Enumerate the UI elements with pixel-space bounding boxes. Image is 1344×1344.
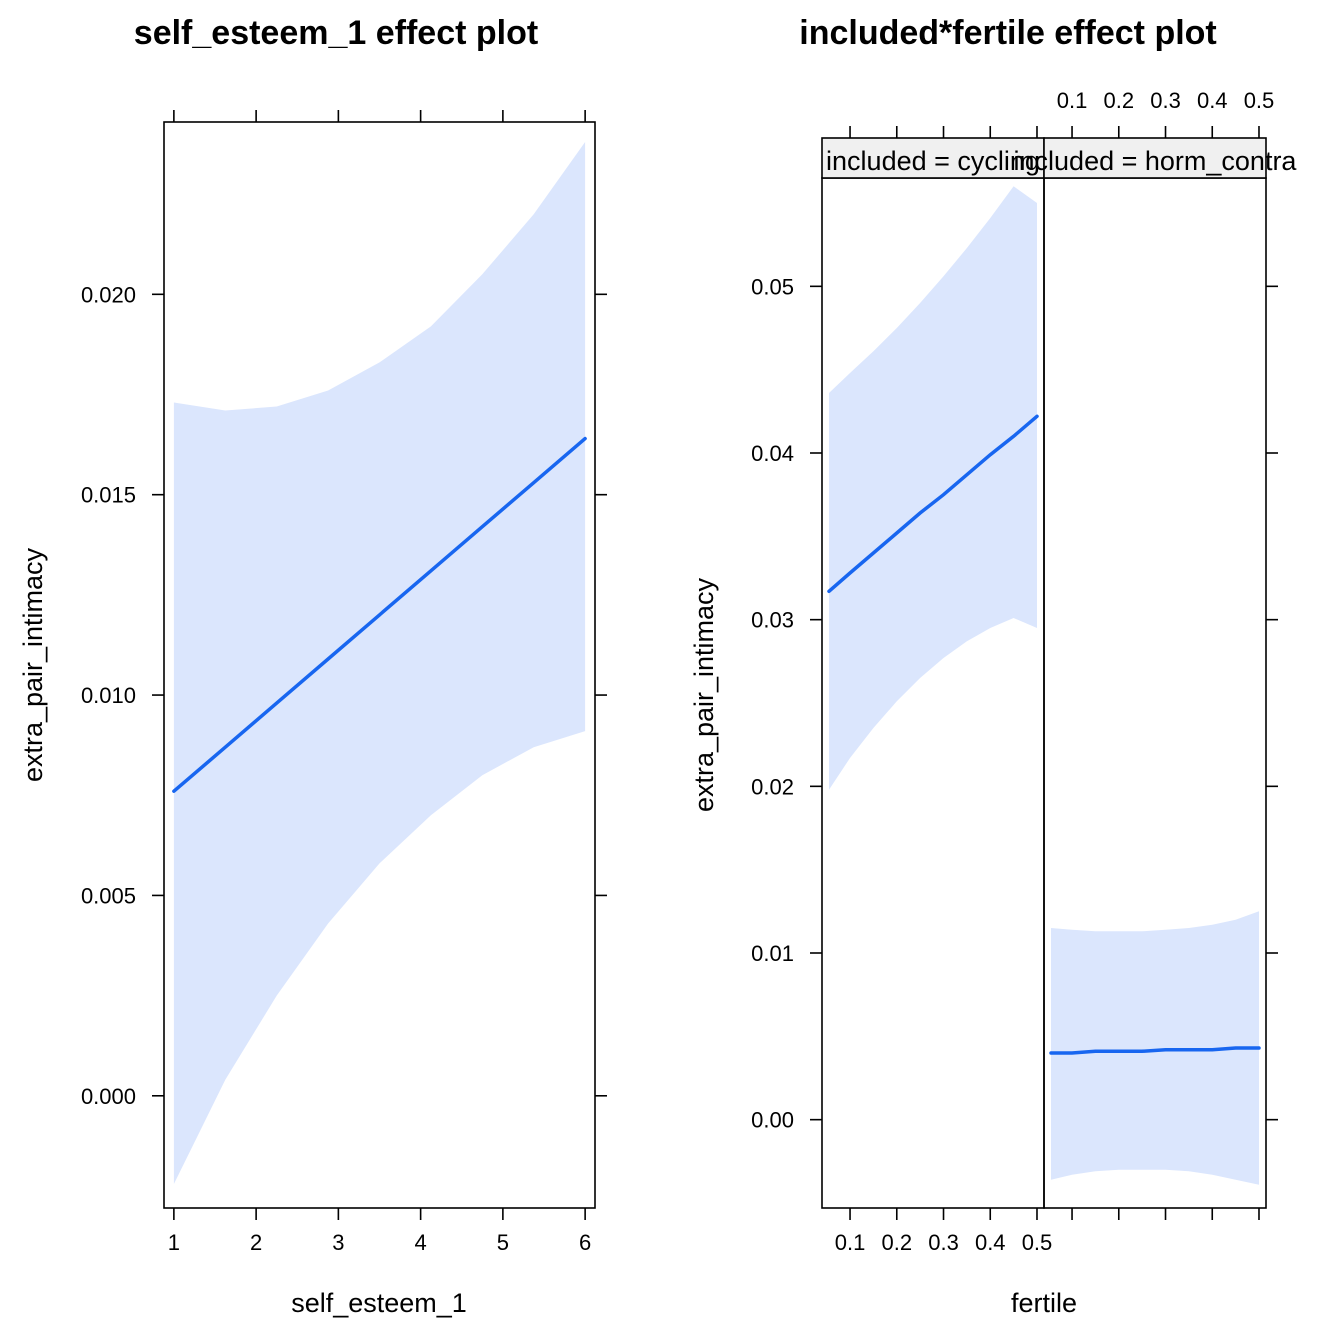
y-tick-label: 0.000 (81, 1084, 136, 1109)
chart-title: self_esteem_1 effect plot (134, 14, 538, 52)
x-tick-label-top: 0.3 (1150, 88, 1181, 113)
x-tick-label: 4 (415, 1230, 427, 1255)
x-axis-label: fertile (1011, 1288, 1077, 1318)
x-tick-label: 3 (332, 1230, 344, 1255)
strip-label: included = horm_contra (1014, 146, 1298, 176)
x-axis-label: self_esteem_1 (291, 1288, 467, 1318)
x-tick-label-top: 0.2 (1103, 88, 1134, 113)
x-tick-label: 2 (250, 1230, 262, 1255)
x-tick-label: 0.2 (881, 1230, 912, 1255)
y-axis-ticks: 0.000 0.005 0.010 0.015 0.020 (81, 282, 607, 1109)
y-tick-label: 0.010 (81, 683, 136, 708)
x-tick-label: 1 (168, 1230, 180, 1255)
strip (1043, 137, 1267, 179)
x-tick-label: 0.5 (1022, 1230, 1053, 1255)
plot-frame (163, 121, 596, 1209)
confidence-band (173, 142, 586, 1184)
y-tick-label: 0.02 (751, 774, 794, 799)
y-tick-label: 0.015 (81, 483, 136, 508)
included-fertile-effect-plot: included*fertile effect plot included = … (689, 14, 1297, 1318)
x-tick-label-top: 0.5 (1244, 88, 1275, 113)
y-tick-label: 0.03 (751, 608, 794, 633)
strip (821, 137, 1045, 179)
x-tick-label: 0.4 (975, 1230, 1006, 1255)
panel-1: included = cycling (821, 137, 1045, 1209)
confidence-band (829, 186, 1037, 790)
axis-ticks: 0.1 0.2 0.3 0.4 0.5 0.1 0.2 0.3 0.4 0.5 0.00 0.01 0.… (751, 88, 1278, 1255)
y-axis-label: extra_pair_intimacy (689, 577, 719, 812)
y-tick-label: 0.005 (81, 883, 136, 908)
chart-title: included*fertile effect plot (799, 14, 1217, 52)
x-tick-label: 6 (579, 1230, 591, 1255)
y-tick-label: 0.05 (751, 274, 794, 299)
x-tick-label: 0.1 (835, 1230, 866, 1255)
x-tick-label-top: 0.1 (1057, 88, 1088, 113)
y-tick-label: 0.00 (751, 1108, 794, 1133)
fit-line (1049, 1046, 1261, 1055)
x-tick-label: 0.3 (928, 1230, 959, 1255)
y-axis-label: extra_pair_intimacy (18, 547, 48, 782)
y-tick-label: 0.04 (751, 441, 794, 466)
panel-2: included = horm_contra (1014, 137, 1298, 1209)
fit-line (172, 436, 587, 793)
y-tick-label: 0.020 (81, 282, 136, 307)
x-tick-label: 5 (497, 1230, 509, 1255)
y-tick-label: 0.01 (751, 941, 794, 966)
confidence-band (1051, 911, 1259, 1185)
fit-line (827, 414, 1039, 594)
strip-label: included = cycling (826, 146, 1040, 176)
x-axis-ticks: 1 2 3 4 5 6 (168, 110, 591, 1255)
x-tick-label-top: 0.4 (1197, 88, 1228, 113)
